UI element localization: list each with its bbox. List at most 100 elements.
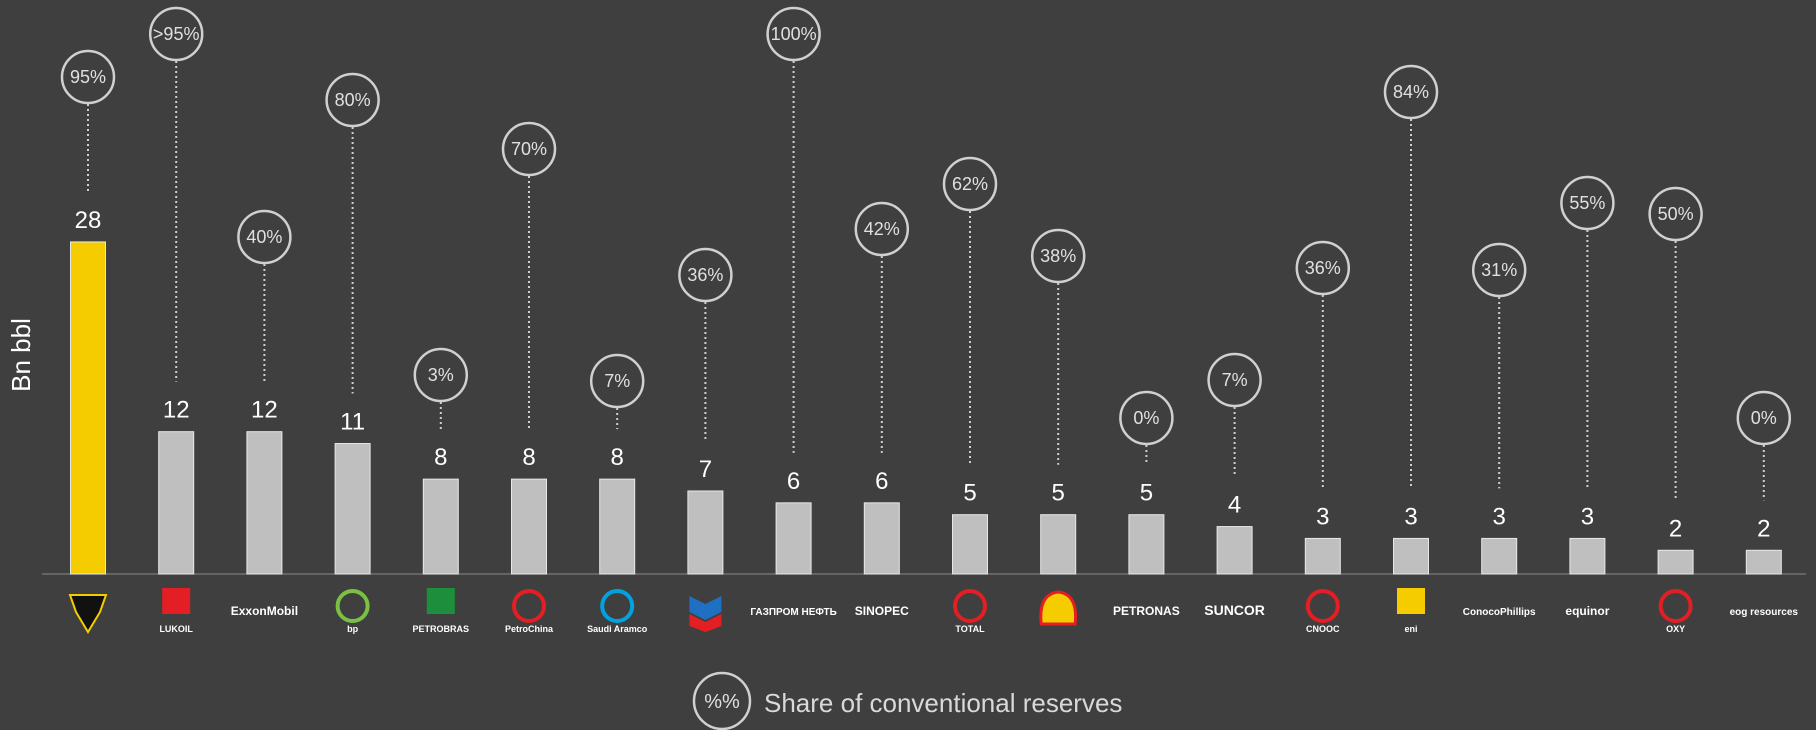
share-label: 36% (687, 265, 723, 285)
exxonmobil-logo-icon: ExxonMobil (231, 604, 298, 618)
share-circle (1648, 186, 1703, 242)
company-name-label: eni (1404, 624, 1417, 634)
company-name-label: CNOOC (1306, 624, 1340, 634)
share-circle (501, 121, 557, 177)
bar-value-label: 6 (875, 468, 888, 495)
share-label: 40% (246, 227, 282, 247)
bar-value-label: 2 (1669, 515, 1682, 542)
legend-label: Share of conventional reserves (764, 688, 1122, 718)
petronas-logo-icon: PETRONAS (1113, 604, 1180, 618)
y-axis-label: Bn bbl (6, 318, 36, 392)
equinor-logo-icon: equinor (1565, 604, 1609, 618)
share-circle (678, 247, 733, 303)
share-label: 0% (1133, 408, 1159, 428)
bar (1745, 549, 1782, 575)
bar (1128, 514, 1165, 575)
eni-logo-icon (1397, 588, 1425, 614)
bar (1393, 537, 1429, 575)
company-name-label: PETROBRAS (413, 624, 470, 634)
petrochina-logo-icon (512, 589, 546, 623)
rosneft-logo-icon (68, 594, 108, 634)
bar-value-label: 8 (434, 444, 447, 471)
bar-value-label: 28 (75, 207, 102, 234)
share-label: 3% (428, 365, 454, 385)
share-circle (1471, 242, 1527, 298)
share-label: 36% (1305, 258, 1341, 278)
aramco-logo-icon (600, 589, 635, 623)
legend: %% Share of conventional reserves (692, 671, 1122, 730)
share-circle (1295, 240, 1351, 296)
bar-value-label: 11 (340, 409, 365, 436)
total-logo-icon (953, 589, 987, 623)
bar (599, 478, 636, 575)
company-name-label: LUKOIL (159, 624, 193, 634)
bar-value-label: 12 (163, 397, 190, 424)
bar-value-label: 8 (611, 444, 624, 471)
bar (1657, 549, 1694, 575)
share-label: 70% (511, 139, 547, 159)
lukoil-logo-icon (162, 588, 191, 614)
share-label: 31% (1481, 260, 1517, 280)
share-label: 95% (70, 67, 106, 87)
share-label: 80% (335, 90, 371, 110)
bar (1040, 514, 1077, 575)
bar-value-label: 5 (1140, 480, 1153, 507)
bar (952, 514, 988, 575)
share-circle (237, 209, 292, 265)
share-label: 84% (1393, 82, 1429, 102)
bar-value-label: 4 (1228, 492, 1241, 519)
bar (1304, 537, 1341, 575)
bar (775, 502, 812, 575)
share-label: 7% (604, 371, 630, 391)
bar (70, 241, 106, 575)
share-circle (942, 156, 998, 212)
bar-value-label: 7 (699, 456, 712, 483)
share-label: 38% (1040, 246, 1076, 266)
share-circle (1207, 352, 1262, 408)
bar (1216, 526, 1253, 575)
bar-value-label: 3 (1493, 503, 1506, 530)
share-label: 42% (864, 219, 900, 239)
share-circle (1383, 64, 1439, 120)
gazprom-neft-logo-icon: ГАЗПРОМ НЕФТЬ (750, 607, 836, 618)
company-name-label: bp (347, 624, 358, 634)
cnooc-logo-icon (1305, 589, 1340, 623)
share-circle (1736, 390, 1792, 446)
chevron-logo-lower-icon (689, 614, 722, 632)
bar (422, 478, 459, 575)
share-label: 50% (1658, 204, 1694, 224)
bar (1569, 537, 1606, 575)
share-circle (589, 353, 645, 409)
share-circle (148, 6, 204, 62)
share-label: 0% (1751, 408, 1777, 428)
bar-value-label: 6 (787, 468, 800, 495)
share-circle (60, 49, 116, 105)
bar-value-label: 5 (1052, 480, 1065, 507)
share-label: 55% (1569, 193, 1605, 213)
bar (511, 478, 547, 575)
bar-value-label: 5 (963, 480, 976, 507)
share-label: 7% (1222, 370, 1248, 390)
bar (334, 443, 371, 575)
oxy-logo-icon (1658, 589, 1693, 623)
company-name-label: OXY (1666, 624, 1685, 634)
shell-logo-icon (1039, 590, 1078, 626)
petrobras-logo-icon (426, 588, 455, 614)
suncor-logo-icon: SUNCOR (1204, 602, 1265, 618)
bar-value-label: 2 (1757, 515, 1770, 542)
legend-symbol: %% (704, 691, 740, 713)
bar-value-label: 3 (1581, 503, 1594, 530)
bar (246, 431, 283, 575)
conocophillips-logo-icon: ConocoPhillips (1463, 607, 1536, 618)
share-label: 100% (771, 24, 817, 44)
bar (863, 502, 900, 575)
bars-group: 2895%12>95%LUKOIL1240%ExxonMobil1180%bp8… (60, 6, 1799, 634)
chevron-logo-icon (689, 596, 722, 620)
company-name-label: TOTAL (955, 624, 985, 634)
bar-value-label: 3 (1316, 503, 1329, 530)
share-circle (1119, 390, 1174, 446)
share-circle (1030, 228, 1086, 284)
company-name-label: Saudi Aramco (587, 624, 648, 634)
share-label: 62% (952, 174, 988, 194)
eog-logo-icon: eog resources (1730, 607, 1799, 618)
